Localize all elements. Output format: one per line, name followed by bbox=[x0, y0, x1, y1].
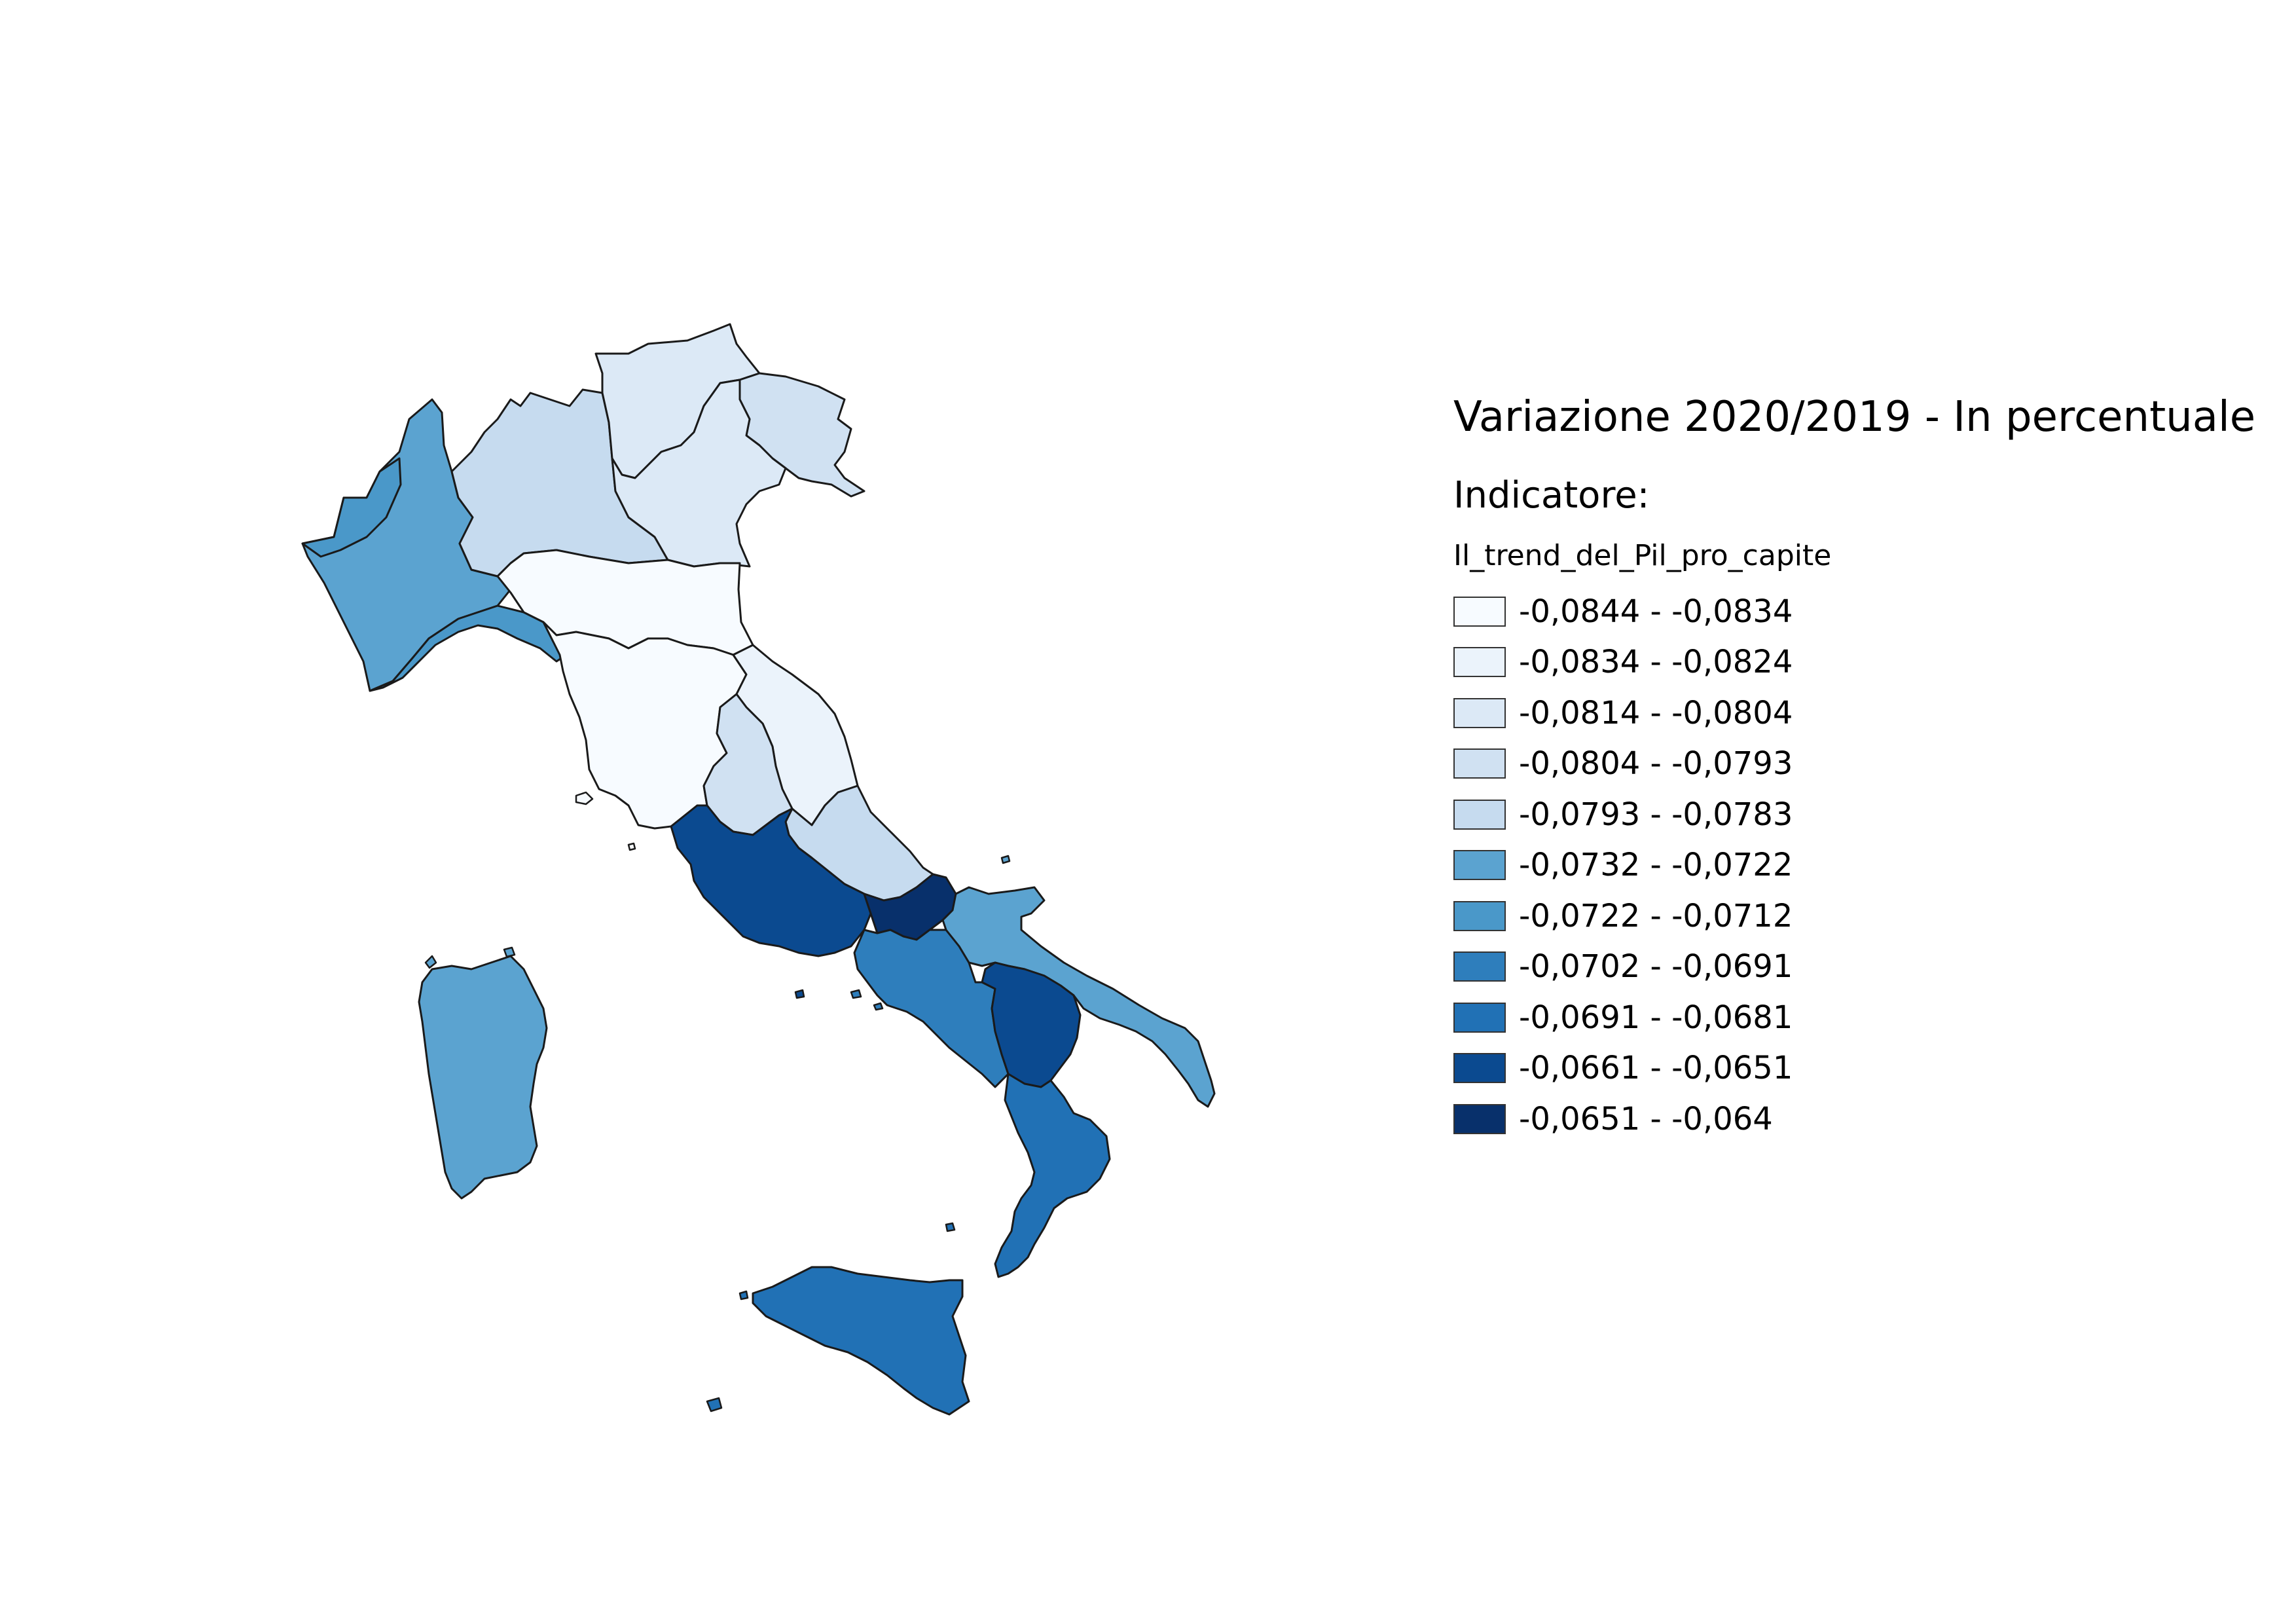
region-liguria bbox=[369, 604, 568, 692]
legend-label: -0,0691 - -0,0681 bbox=[1519, 999, 1793, 1036]
legend-item: -0,0722 - -0,0712 bbox=[1453, 891, 2272, 942]
region-sicilia bbox=[752, 1266, 970, 1416]
region-basilicata bbox=[981, 961, 1082, 1088]
region-valle-daosta bbox=[301, 457, 402, 558]
map-legend: Variazione 2020/2019 - In percentuale In… bbox=[1453, 396, 2272, 1145]
legend-swatch bbox=[1453, 1002, 1506, 1033]
legend-field-name: Il_trend_del_Pil_pro_capite bbox=[1453, 539, 1832, 572]
legend-item: -0,0702 - -0,0691 bbox=[1453, 942, 2272, 993]
island-pantelleria bbox=[706, 1397, 723, 1412]
region-sardegna bbox=[418, 955, 548, 1200]
legend-item: -0,0814 - -0,0804 bbox=[1453, 688, 2272, 739]
island-ischia bbox=[850, 989, 862, 999]
island-capri bbox=[873, 1002, 884, 1011]
legend-label: -0,0814 - -0,0804 bbox=[1519, 694, 1793, 731]
legend-label: -0,0702 - -0,0691 bbox=[1519, 948, 1793, 986]
legend-swatch bbox=[1453, 647, 1506, 678]
legend-label: -0,0732 - -0,0722 bbox=[1519, 847, 1793, 884]
legend-swatch bbox=[1453, 1053, 1506, 1084]
legend-item: -0,0661 - -0,0651 bbox=[1453, 1043, 2272, 1094]
legend-label: -0,0834 - -0,0824 bbox=[1519, 644, 1793, 681]
region-calabria bbox=[994, 1073, 1111, 1278]
legend-label: -0,0651 - -0,064 bbox=[1519, 1100, 1773, 1137]
legend-label: -0,0722 - -0,0712 bbox=[1519, 897, 1793, 934]
legend-item: -0,0804 - -0,0793 bbox=[1453, 739, 2272, 790]
legend-swatch bbox=[1453, 596, 1506, 627]
legend-label: -0,0844 - -0,0834 bbox=[1519, 593, 1793, 630]
island-elba bbox=[575, 791, 594, 805]
island-tremiti bbox=[1000, 855, 1011, 864]
legend-item: -0,0793 - -0,0783 bbox=[1453, 789, 2272, 840]
legend-swatch bbox=[1453, 900, 1506, 931]
legend-list: -0,0844 - -0,0834 -0,0834 - -0,0824 -0,0… bbox=[1453, 586, 2272, 1145]
legend-item: -0,0834 - -0,0824 bbox=[1453, 637, 2272, 688]
legend-swatch bbox=[1453, 748, 1506, 779]
island-egadi bbox=[738, 1290, 749, 1301]
legend-swatch bbox=[1453, 697, 1506, 728]
legend-swatch bbox=[1453, 850, 1506, 881]
legend-label: -0,0793 - -0,0783 bbox=[1519, 796, 1793, 833]
legend-label: -0,0804 - -0,0793 bbox=[1519, 745, 1793, 783]
legend-swatch bbox=[1453, 799, 1506, 830]
legend-item: -0,0732 - -0,0722 bbox=[1453, 840, 2272, 891]
island-giglio bbox=[627, 842, 636, 851]
legend-swatch bbox=[1453, 1103, 1506, 1134]
legend-swatch bbox=[1453, 951, 1506, 982]
island-eolie bbox=[945, 1222, 956, 1232]
map-title: Variazione 2020/2019 - In percentuale bbox=[1453, 393, 2256, 441]
island-ponza bbox=[794, 989, 805, 999]
legend-heading: Indicatore: bbox=[1453, 474, 1650, 517]
region-veneto bbox=[611, 378, 787, 568]
legend-item: -0,0844 - -0,0834 bbox=[1453, 586, 2272, 637]
legend-item: -0,0651 - -0,064 bbox=[1453, 1094, 2272, 1145]
legend-label: -0,0661 - -0,0651 bbox=[1519, 1050, 1793, 1087]
island-asinara bbox=[424, 955, 437, 969]
island-maddalena bbox=[503, 946, 516, 958]
legend-item: -0,0691 - -0,0681 bbox=[1453, 992, 2272, 1043]
